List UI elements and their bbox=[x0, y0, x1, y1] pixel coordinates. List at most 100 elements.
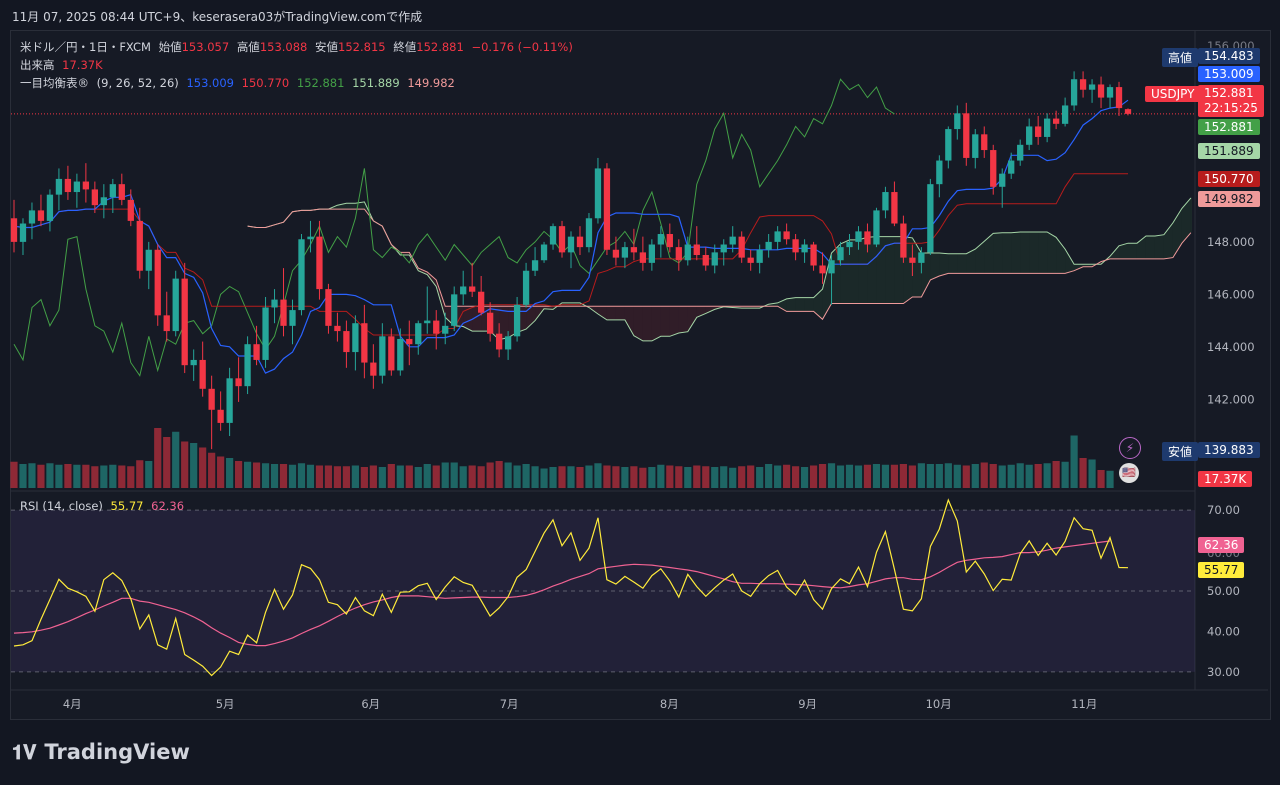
candle-body bbox=[630, 247, 638, 253]
candle-body bbox=[280, 299, 287, 326]
volume-bar bbox=[558, 466, 566, 488]
volume-bar bbox=[980, 462, 988, 488]
volume-bar bbox=[693, 465, 701, 488]
volume-bar bbox=[720, 466, 728, 488]
chikou-price-label: 152.881 bbox=[1198, 119, 1260, 135]
kumo-cloud-segment bbox=[948, 253, 958, 274]
candle-body bbox=[190, 359, 197, 366]
volume-bar bbox=[495, 461, 503, 488]
kumo-cloud-segment bbox=[975, 241, 985, 274]
kumo-cloud-segment bbox=[1038, 232, 1048, 274]
volume-bar bbox=[333, 466, 342, 488]
volume-bar bbox=[827, 463, 836, 488]
candle-body bbox=[1106, 87, 1114, 98]
senkou-span-a-line bbox=[247, 197, 1192, 342]
low-label: 安値 bbox=[315, 40, 339, 54]
candle-body bbox=[1097, 84, 1105, 98]
candle-body bbox=[181, 278, 188, 366]
rsi-legend: RSI (14, close) 55.77 62.36 bbox=[20, 499, 188, 513]
candle-body bbox=[64, 178, 72, 193]
volume-bar bbox=[684, 467, 692, 488]
volume-bar bbox=[818, 464, 827, 488]
candle-body bbox=[172, 278, 179, 332]
volume-bar bbox=[863, 464, 872, 488]
volume-bar bbox=[971, 464, 979, 488]
volume-bar bbox=[944, 463, 952, 488]
candle-body bbox=[927, 184, 934, 253]
kumo-cloud-segment bbox=[849, 239, 859, 304]
volume-bar bbox=[55, 464, 63, 488]
candle-body bbox=[406, 338, 413, 345]
kumo-cloud-segment bbox=[606, 306, 616, 320]
candle-body bbox=[675, 247, 682, 261]
volume-bar bbox=[199, 447, 207, 488]
volume-bar bbox=[324, 465, 333, 488]
time-tick-label: 4月 bbox=[63, 697, 82, 711]
candle-body bbox=[478, 291, 485, 313]
kumo-cloud-segment bbox=[1172, 208, 1182, 258]
volume-bar bbox=[881, 464, 890, 488]
candle-body bbox=[657, 234, 664, 245]
volume-bar bbox=[872, 464, 881, 488]
candle-body bbox=[415, 323, 422, 345]
candle-body bbox=[909, 257, 916, 263]
candle-body bbox=[424, 320, 431, 324]
volume-bar bbox=[1088, 459, 1096, 488]
volume-bar bbox=[1007, 464, 1015, 488]
volume-bar bbox=[82, 464, 90, 488]
candle-body bbox=[945, 129, 952, 161]
candle-body bbox=[37, 210, 45, 221]
kumo-cloud-segment bbox=[804, 297, 814, 312]
price-tick-label: 144.000 bbox=[1207, 340, 1255, 354]
volume-bar bbox=[477, 466, 485, 488]
span-a-price-label: 151.889 bbox=[1198, 143, 1260, 159]
open-value: 153.057 bbox=[181, 40, 230, 54]
candle-body bbox=[1115, 87, 1123, 109]
candle-body bbox=[100, 197, 107, 206]
volume-bar bbox=[252, 462, 261, 488]
volume-bar bbox=[306, 464, 315, 488]
volume-bar bbox=[1061, 461, 1069, 488]
volume-bar bbox=[136, 460, 144, 488]
volume-bar bbox=[594, 463, 602, 488]
candle-body bbox=[316, 236, 323, 290]
candle-body bbox=[846, 241, 853, 248]
candle-body bbox=[711, 252, 718, 266]
kumo-cloud-segment bbox=[1047, 232, 1057, 274]
tradingview-wordmark: TradingView bbox=[44, 740, 190, 764]
volume-bar bbox=[226, 458, 234, 488]
candle-body bbox=[10, 218, 18, 242]
candle-body bbox=[388, 336, 395, 371]
candle-body bbox=[262, 307, 269, 360]
candle-body bbox=[603, 168, 611, 250]
candle-body bbox=[873, 210, 880, 245]
price-tick-label: 148.000 bbox=[1207, 235, 1255, 249]
kumo-cloud-segment bbox=[966, 249, 976, 274]
tradingview-logo[interactable]: 𝟏𝐕 TradingView bbox=[12, 740, 190, 764]
us-flag-icon[interactable]: 🇺🇸 bbox=[1119, 463, 1139, 483]
candle-body bbox=[1070, 79, 1078, 106]
price-tick-label: 146.000 bbox=[1207, 287, 1255, 301]
kumo-cloud-segment bbox=[921, 253, 931, 297]
volume-bar bbox=[414, 467, 422, 488]
candle-body bbox=[963, 113, 970, 158]
ichimoku-label: 一目均衡表 bbox=[20, 76, 78, 90]
volume-bar bbox=[118, 465, 126, 488]
low-tag: 安値 bbox=[1162, 442, 1199, 461]
kumo-cloud-segment bbox=[1020, 232, 1030, 274]
lightning-icon[interactable]: ⚡ bbox=[1119, 437, 1141, 459]
candle-body bbox=[163, 315, 170, 332]
ichimoku-legend: 一目均衡表® (9, 26, 52, 26) 153.009 150.770 1… bbox=[20, 75, 459, 91]
kumo-cloud-segment bbox=[786, 297, 796, 312]
ichimoku-span-b: 149.982 bbox=[407, 76, 455, 90]
candle-body bbox=[729, 236, 736, 245]
open-label: 始値 bbox=[158, 40, 182, 54]
volume-bar bbox=[765, 464, 773, 488]
candle-body bbox=[999, 173, 1006, 187]
chart-frame bbox=[10, 30, 1271, 720]
candle-body bbox=[738, 236, 745, 258]
candle-body bbox=[379, 336, 386, 376]
volume-bar bbox=[100, 465, 108, 488]
rsi-ma-line bbox=[13, 540, 1111, 647]
